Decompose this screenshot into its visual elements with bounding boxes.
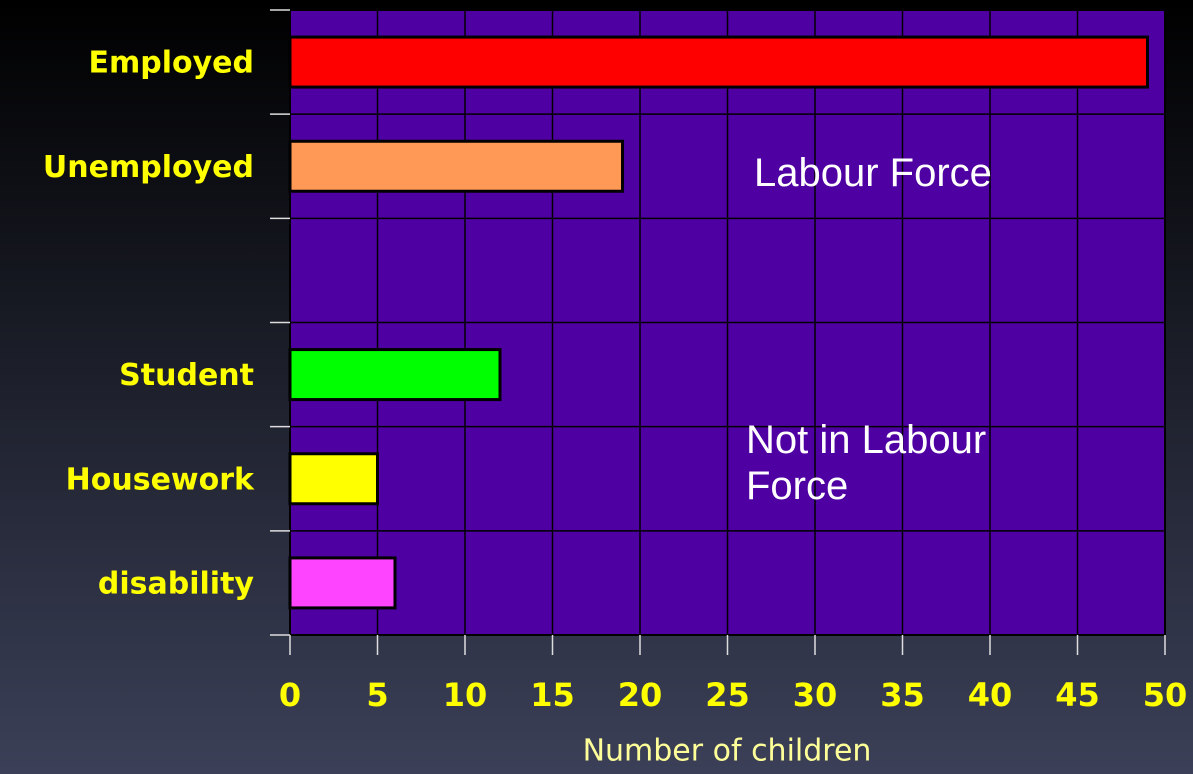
annotation: Labour Force <box>754 151 992 195</box>
x-tick-label: 45 <box>1055 676 1100 714</box>
bar <box>288 139 624 193</box>
x-tick-label: 50 <box>1143 676 1188 714</box>
x-tick-label: 25 <box>705 676 750 714</box>
x-tick-label: 10 <box>443 676 488 714</box>
y-tick-label: disability <box>98 566 255 601</box>
bar <box>288 35 1149 89</box>
y-tick-label: Employed <box>89 46 255 81</box>
x-tick-label: 15 <box>530 676 575 714</box>
bar <box>288 556 397 610</box>
x-tick-label: 20 <box>618 676 663 714</box>
bar <box>288 452 379 506</box>
x-tick-label: 0 <box>279 676 301 714</box>
y-tick-label: Student <box>119 358 254 393</box>
x-tick-label: 35 <box>880 676 925 714</box>
annotation: Not in Labour Force <box>746 418 987 508</box>
x-tick-label: 40 <box>968 676 1013 714</box>
x-tick-label: 5 <box>366 676 388 714</box>
y-tick-label: Unemployed <box>43 150 254 185</box>
bar <box>288 348 502 402</box>
x-tick-label: 30 <box>793 676 838 714</box>
x-axis-label: Number of children <box>583 734 872 769</box>
y-tick-label: Housework <box>66 462 255 497</box>
